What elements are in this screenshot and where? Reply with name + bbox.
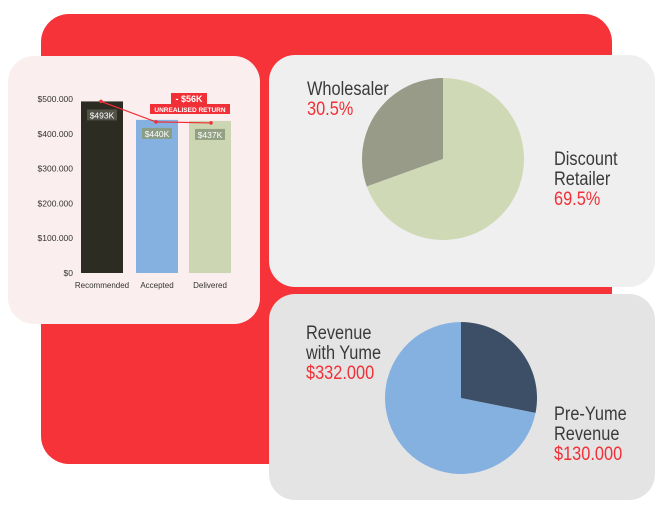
bar-data-label: $437K: [198, 130, 223, 140]
bar-recommended: [81, 101, 123, 273]
bar-data-label-bg: [87, 109, 117, 121]
pie-slice-with-yume: [385, 322, 536, 474]
annotation-label-bg: [150, 104, 230, 114]
y-tick-label: $500.000: [38, 94, 74, 104]
trend-point: [209, 121, 213, 125]
y-tick-label: $0: [64, 268, 74, 278]
bar-accepted: [136, 119, 178, 273]
pie-slice-wholesaler: [362, 78, 443, 187]
pre-yume-legend: Pre-Yume Revenue $130.000: [554, 405, 627, 465]
with-yume-value: $332.000: [306, 362, 375, 384]
y-tick-label: $100.000: [38, 233, 74, 243]
bar-data-label-bg: [142, 127, 172, 139]
pie-slice-discount-retailer: [366, 78, 524, 240]
wholesaler-label: Wholesaler: [307, 79, 389, 100]
bar-data-label: $493K: [90, 110, 115, 120]
bar-data-label-bg: [195, 128, 225, 140]
with-yume-label-line2: with Yume: [306, 342, 382, 364]
annotation-value-bg: [171, 93, 207, 105]
discount-retailer-legend: Discount Retailer 69.5%: [554, 150, 618, 210]
discount-retailer-value: 69.5%: [554, 188, 601, 210]
discount-retailer-label-line1: Discount: [554, 149, 618, 170]
bar-delivered: [189, 120, 231, 273]
annotation-label: UNREALISED RETURN: [154, 107, 225, 114]
pre-yume-label-line2: Revenue: [554, 423, 620, 445]
pre-yume-value: $130.000: [554, 443, 623, 465]
x-tick-label: Accepted: [140, 281, 173, 290]
bar-data-label: $440K: [145, 129, 170, 139]
with-yume-legend: Revenue with Yume $332.000: [306, 324, 381, 384]
y-tick-label: $400.000: [38, 129, 74, 139]
wholesaler-legend: Wholesaler 30.5%: [307, 80, 389, 120]
trend-point: [99, 99, 103, 104]
annotation-value: - $56K: [175, 94, 203, 104]
pre-yume-label-line1: Pre-Yume: [554, 404, 627, 425]
with-yume-label-line1: Revenue: [306, 323, 372, 344]
pie-slice-pre-yume: [461, 322, 537, 413]
y-tick-label: $300.000: [38, 164, 74, 174]
x-tick-label: Delivered: [193, 281, 227, 290]
discount-retailer-label-line2: Retailer: [554, 168, 611, 190]
wholesaler-value: 30.5%: [307, 98, 354, 120]
trend-point: [154, 120, 158, 124]
y-tick-label: $200.000: [38, 198, 74, 208]
x-tick-label: Recommended: [75, 281, 129, 290]
